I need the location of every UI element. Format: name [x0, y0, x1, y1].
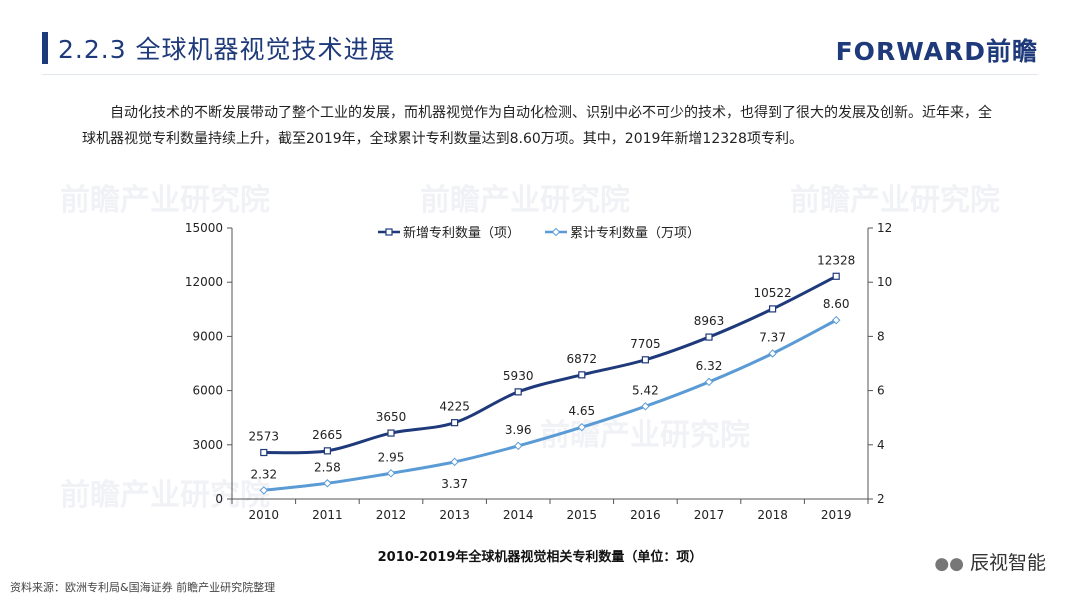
- x-tick-label: 2012: [376, 508, 407, 522]
- data-point-new: [514, 388, 522, 396]
- data-label-new: 4225: [439, 400, 470, 414]
- y-left-tick-label: 9000: [192, 329, 223, 343]
- x-tick-label: 2015: [567, 508, 598, 522]
- data-label-new: 10522: [754, 286, 792, 300]
- data-point-cumulative: [641, 402, 650, 411]
- y-left-tick-label: 6000: [192, 384, 223, 398]
- data-label-cumulative: 6.32: [696, 359, 723, 373]
- series-line-cumulative: [263, 318, 837, 492]
- chart-caption: 2010-2019年全球机器视觉相关专利数量（单位：项）: [377, 550, 703, 565]
- brand-logo: FORWARD前瞻: [835, 37, 1038, 66]
- wechat-account[interactable]: ●● 辰视智能: [934, 548, 1046, 575]
- intro-paragraph: 自动化技术的不断发展带动了整个工业的发展，而机器视觉作为自动化检测、识别中必不可…: [82, 105, 992, 147]
- y-left-tick-label: 12000: [185, 275, 223, 289]
- data-label-cumulative: 4.65: [568, 404, 595, 418]
- x-tick-label: 2017: [694, 508, 725, 522]
- data-point-new: [323, 447, 331, 455]
- data-point-new: [832, 272, 840, 280]
- data-point-new: [387, 429, 395, 437]
- x-tick-label: 2016: [630, 508, 661, 522]
- legend-label-new: 新增专利数量（项）: [403, 225, 520, 241]
- data-label-new: 7705: [630, 337, 661, 351]
- data-point-cumulative: [386, 469, 396, 478]
- data-point-cumulative: [513, 441, 523, 451]
- data-label-cumulative: 3.37: [441, 477, 468, 491]
- data-point-cumulative: [768, 349, 777, 358]
- legend-label-cumulative: 累计专利数量（万项）: [570, 226, 700, 241]
- x-tick-label: 2013: [439, 508, 470, 522]
- data-label-new: 5930: [503, 369, 534, 383]
- source-note: 资料来源：欧洲专利局&国海证券 前瞻产业研究院整理: [10, 581, 276, 594]
- data-label-cumulative: 2.58: [314, 460, 341, 474]
- data-label-cumulative: 7.37: [759, 330, 786, 344]
- data-label-cumulative: 8.60: [823, 297, 850, 311]
- header-divider: [42, 74, 1038, 75]
- y-left-tick-label: 3000: [192, 438, 223, 452]
- y-right-tick-label: 12: [877, 221, 892, 235]
- y-right-tick-label: 4: [877, 438, 885, 452]
- data-label-cumulative: 2.95: [378, 450, 405, 464]
- legend-marker-new: [385, 228, 393, 236]
- data-point-new: [768, 305, 777, 313]
- series-line-new: [263, 274, 837, 455]
- title-accent-bar: [42, 32, 48, 64]
- data-label-new: 3650: [376, 410, 407, 424]
- data-point-cumulative: [831, 315, 841, 325]
- data-point-new: [705, 333, 713, 341]
- data-label-cumulative: 3.96: [505, 423, 532, 437]
- wechat-icon: ●●: [934, 554, 964, 574]
- data-point-cumulative: [450, 457, 459, 467]
- y-left-tick-label: 15000: [185, 221, 223, 235]
- data-label-cumulative: 5.42: [632, 383, 659, 397]
- x-tick-label: 2014: [503, 508, 534, 522]
- wechat-label: 辰视智能: [969, 552, 1046, 574]
- page-title: 2.2.3 全球机器视觉技术进展: [58, 35, 396, 64]
- data-point-cumulative: [577, 422, 587, 432]
- legend-marker-cumulative: [551, 227, 561, 237]
- data-label-new: 2573: [249, 430, 280, 444]
- x-tick-label: 2011: [312, 508, 343, 522]
- y-right-tick-label: 8: [877, 329, 885, 343]
- x-tick-label: 2019: [821, 508, 852, 522]
- data-label-new: 6872: [567, 352, 598, 366]
- y-right-tick-label: 10: [877, 275, 892, 289]
- data-point-new: [641, 356, 650, 364]
- x-tick-label: 2010: [249, 508, 280, 522]
- data-point-new: [451, 419, 459, 427]
- data-point-cumulative: [704, 377, 714, 387]
- y-right-tick-label: 6: [877, 384, 885, 398]
- data-label-cumulative: 2.32: [250, 467, 277, 481]
- data-label-new: 2665: [312, 428, 343, 442]
- data-label-new: 8963: [694, 314, 725, 328]
- x-tick-label: 2018: [757, 508, 788, 522]
- data-label-new: 12328: [817, 253, 855, 267]
- y-left-tick-label: 0: [215, 492, 223, 506]
- data-point-new: [260, 448, 268, 457]
- data-point-cumulative: [323, 479, 332, 488]
- data-point-cumulative: [259, 486, 269, 495]
- y-right-tick-label: 2: [877, 492, 885, 506]
- data-point-new: [578, 371, 586, 379]
